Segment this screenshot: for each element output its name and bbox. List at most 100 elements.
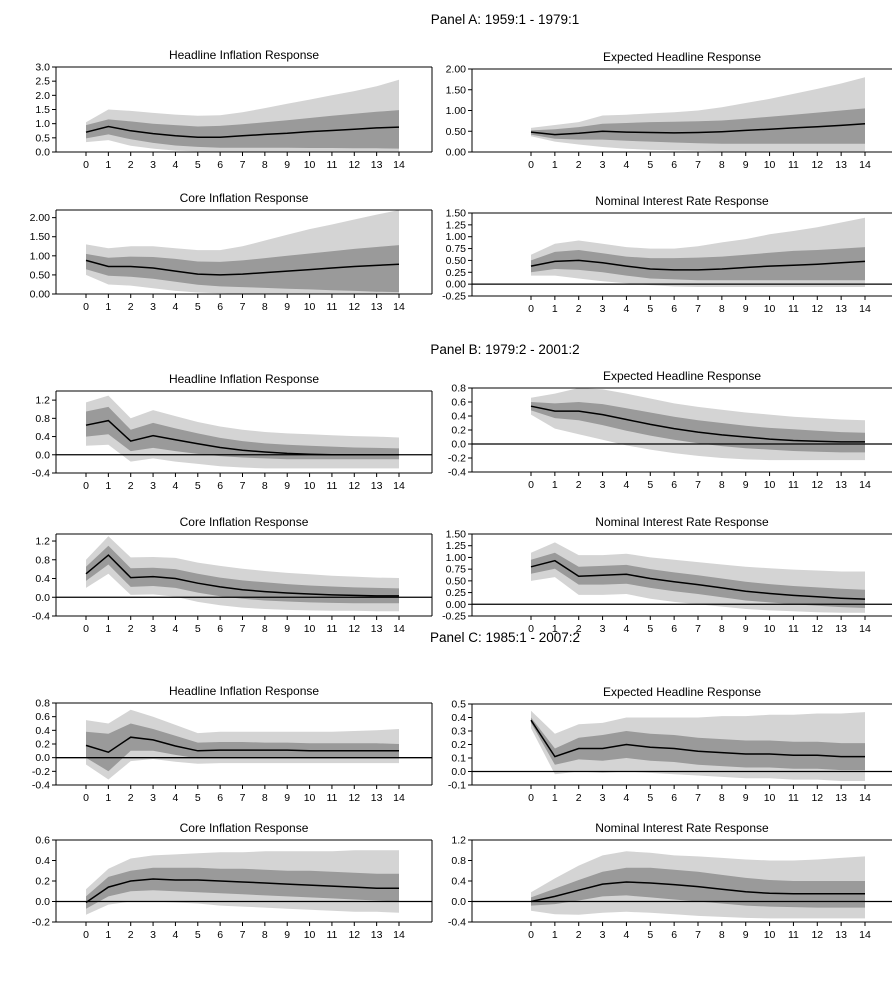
x-tick-label: 14 (859, 303, 871, 315)
panel-a-title: Panel A: 1959:1 - 1979:1 (431, 12, 580, 27)
x-tick-label: 7 (240, 623, 246, 635)
x-tick-label: 9 (284, 480, 290, 492)
x-tick-label: 14 (393, 929, 405, 941)
x-tick-label: 0 (528, 303, 534, 315)
y-tick-label: 1.25 (446, 540, 467, 552)
x-tick-label: 12 (348, 623, 360, 635)
x-tick-label: 9 (743, 159, 749, 171)
x-tick-label: 9 (743, 623, 749, 635)
y-tick-label: 0.0 (451, 766, 466, 778)
x-tick-label: 6 (671, 159, 677, 171)
x-tick-label: 5 (195, 623, 201, 635)
y-tick-label: 0.75 (446, 564, 467, 576)
subplot-title: Headline Inflation Response (169, 684, 319, 698)
x-tick-label: 3 (150, 159, 156, 171)
subplot-2-3: Nominal Interest Rate Response 1.2 0.8 0.4 0… (448, 821, 892, 941)
x-tick-label: 4 (173, 301, 179, 313)
x-tick-label: 7 (695, 929, 701, 941)
x-tick-label: 13 (835, 623, 847, 635)
x-tick-label: 1 (105, 301, 111, 313)
x-tick-label: 7 (695, 159, 701, 171)
y-tick-label: 0.8 (35, 413, 50, 425)
y-tick-label: -0.4 (32, 780, 50, 792)
x-tick-label: 13 (371, 480, 383, 492)
y-tick-label: -0.4 (448, 917, 466, 929)
x-tick-label: 1 (105, 792, 111, 804)
x-tick-label: 14 (393, 480, 405, 492)
x-tick-label: 9 (743, 929, 749, 941)
x-tick-label: 5 (647, 929, 653, 941)
y-tick-label: 1.2 (35, 395, 50, 407)
x-tick-label: 10 (304, 792, 316, 804)
x-tick-label: 13 (835, 479, 847, 491)
x-tick-label: 2 (128, 792, 134, 804)
y-tick-label: -0.25 (442, 611, 466, 623)
y-tick-label: -0.25 (442, 291, 466, 303)
x-tick-label: 9 (284, 623, 290, 635)
x-tick-label: 7 (695, 623, 701, 635)
y-tick-label: 0.4 (451, 876, 466, 888)
x-tick-label: 13 (371, 159, 383, 171)
x-tick-label: 12 (811, 159, 823, 171)
y-tick-label: 0.8 (451, 855, 466, 867)
x-tick-label: 12 (811, 792, 823, 804)
x-tick-label: 0 (83, 792, 89, 804)
inner-band (531, 867, 865, 908)
x-tick-label: 3 (150, 792, 156, 804)
x-tick-label: 12 (348, 792, 360, 804)
x-tick-label: 8 (719, 623, 725, 635)
x-tick-label: 0 (83, 929, 89, 941)
subplot-2-0: Headline Inflation Response0.80.60.40.20… (32, 684, 433, 804)
y-tick-label: 1.00 (446, 552, 467, 564)
subplot-1-1: Expected Headline Response 0.8 0.6 0.4 0.2 0.… (448, 369, 892, 491)
x-tick-label: 14 (393, 159, 405, 171)
y-tick-label: -0.4 (32, 468, 50, 480)
y-tick-label: 0.00 (30, 289, 51, 301)
x-tick-label: 13 (371, 623, 383, 635)
x-tick-label: 4 (173, 929, 179, 941)
x-tick-label: 5 (647, 479, 653, 491)
x-tick-label: 7 (695, 792, 701, 804)
x-tick-label: 8 (719, 159, 725, 171)
x-tick-label: 0 (83, 623, 89, 635)
median-line (85, 736, 399, 754)
x-tick-label: 14 (859, 792, 871, 804)
x-tick-label: 4 (624, 792, 630, 804)
y-tick-label: 0.0 (451, 439, 466, 451)
x-tick-label: 14 (859, 159, 871, 171)
x-tick-label: 14 (859, 479, 871, 491)
x-tick-label: 9 (284, 159, 290, 171)
x-tick-label: 3 (150, 623, 156, 635)
x-tick-label: 2 (576, 929, 582, 941)
x-tick-label: 5 (195, 792, 201, 804)
x-tick-label: 13 (371, 301, 383, 313)
x-tick-label: 11 (788, 792, 799, 804)
x-tick-label: 6 (217, 480, 223, 492)
y-tick-label: 2.5 (35, 76, 50, 88)
y-tick-label: 0.2 (35, 739, 50, 751)
x-tick-label: 2 (576, 303, 582, 315)
x-tick-label: 4 (173, 480, 179, 492)
x-tick-label: 1 (105, 929, 111, 941)
x-tick-label: 1 (552, 479, 558, 491)
x-tick-label: 8 (262, 792, 268, 804)
x-tick-label: 4 (624, 159, 630, 171)
x-tick-label: 0 (528, 929, 534, 941)
x-tick-label: 1 (552, 303, 558, 315)
x-tick-label: 12 (348, 159, 360, 171)
x-tick-label: 9 (743, 303, 749, 315)
x-tick-label: 6 (671, 303, 677, 315)
y-tick-label: 0.4 (35, 725, 50, 737)
y-tick-label: 0.8 (35, 698, 50, 710)
y-tick-label: 0.2 (35, 876, 50, 888)
x-tick-label: 5 (195, 301, 201, 313)
median-line (530, 559, 866, 600)
x-tick-label: 9 (284, 792, 290, 804)
x-tick-label: 14 (393, 792, 405, 804)
x-tick-label: 4 (624, 929, 630, 941)
y-tick-label: 0.0 (35, 752, 50, 764)
y-tick-label: 1.2 (451, 835, 466, 847)
y-tick-label: 0.00 (446, 279, 467, 291)
x-tick-label: 10 (304, 301, 316, 313)
x-tick-label: 0 (528, 479, 534, 491)
